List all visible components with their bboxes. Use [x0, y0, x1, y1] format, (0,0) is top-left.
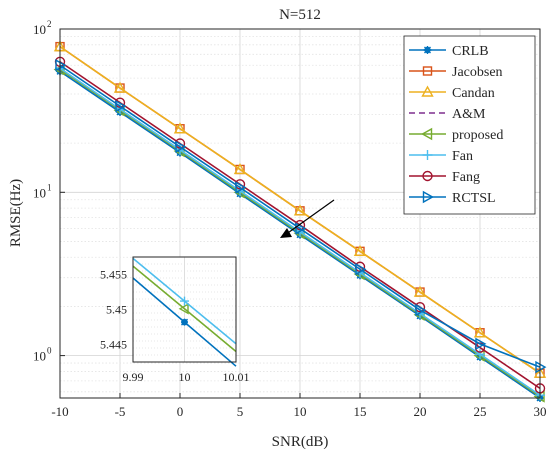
zoom-arrow-head	[280, 228, 292, 238]
x-tick-label-7: 25	[474, 404, 487, 419]
inset-x-tick-label-0: 9.99	[123, 370, 144, 384]
legend-marker-6-shape	[422, 170, 433, 182]
series-7-point-5-shape	[355, 263, 367, 276]
x-tick-label-2: 0	[177, 404, 184, 419]
series-7-point-7-shape	[475, 337, 487, 351]
y-tick-exponent-2: 2	[47, 19, 52, 29]
inset-series-2-point-shape	[180, 296, 189, 306]
x-tick-label-5: 15	[354, 404, 367, 419]
series-line-7	[59, 64, 541, 368]
series-7-point-4	[295, 222, 307, 235]
legend-marker-5	[422, 150, 433, 160]
series-7-point-7	[475, 337, 487, 351]
series-7-point-5	[355, 263, 367, 276]
inset-series	[132, 257, 237, 367]
inset-axis-ticks: 9.99 10 10.01 5.445 5.45 5.455	[100, 268, 250, 385]
series-7-point-3-shape	[235, 181, 247, 194]
series-5-point-7-shape	[475, 349, 485, 360]
x-tick-label-0: -10	[51, 404, 68, 419]
series-7-point-1	[115, 99, 127, 113]
x-tick-label-8: 30	[534, 404, 547, 419]
inset-series-1-point	[178, 303, 189, 315]
series-2-point-6-shape	[413, 285, 427, 297]
series-2-point-2	[173, 122, 187, 134]
inset-y-tick-label-0: 5.445	[100, 338, 127, 352]
inset-frame	[132, 256, 237, 363]
series-7-point-6-shape	[415, 303, 427, 317]
series-5-point-7	[475, 349, 485, 360]
legend-label-1: Jacobsen	[452, 65, 503, 80]
legend-marker-2	[421, 85, 434, 97]
series-2-point-1-shape	[113, 81, 127, 93]
legend-label-6: Fang	[452, 170, 480, 185]
legend-marker-1-shape	[422, 66, 433, 76]
series-7-point-3	[235, 181, 247, 194]
legend-label-7: RCTSL	[452, 191, 496, 206]
x-axis-label: SNR(dB)	[272, 434, 329, 450]
series-2-point-5-shape	[353, 244, 367, 257]
x-tick-label-1: -5	[115, 404, 126, 419]
legend-marker-5-shape	[422, 150, 433, 160]
legend-marker-2-shape	[421, 85, 434, 97]
inset-y-tick-label-1: 5.45	[106, 303, 127, 317]
series-2-point-6	[413, 285, 427, 297]
y-tick-label-1: 10	[33, 185, 46, 200]
inset-y-tick-label-2: 5.455	[100, 268, 127, 282]
series-7-point-6	[415, 303, 427, 317]
series-7-point-4-shape	[295, 222, 307, 235]
y-tick-exponent-1: 1	[47, 182, 52, 192]
series-2-point-4	[293, 204, 307, 216]
legend-marker-0-spokes	[423, 46, 432, 54]
legend-marker-4-shape	[421, 127, 433, 141]
x-tick-label-3: 5	[237, 404, 244, 419]
legend-marker-4	[421, 127, 433, 141]
series-7-point-1-shape	[115, 99, 127, 113]
series-2-point-1	[113, 81, 127, 93]
legend-label-5: Fan	[452, 149, 473, 164]
y-tick-label-2: 10	[33, 22, 46, 37]
chart-title: N=512	[279, 7, 321, 23]
inset-series-line-1	[132, 265, 237, 353]
inset-series-2-point	[180, 296, 189, 306]
series-2-point-7	[473, 326, 487, 338]
inset-series-0-point-spokes	[181, 318, 188, 326]
y-axis-label: RMSE(Hz)	[8, 179, 24, 247]
zoom-arrow	[284, 199, 335, 236]
legend-label-0: CRLB	[452, 44, 489, 59]
series-2-point-4-shape	[293, 204, 307, 216]
legend: CRLB Jacobsen Candan A&M proposed Fan Fang RCTS…	[409, 44, 503, 206]
legend-marker-1	[422, 66, 433, 76]
series-2-point-3-shape	[233, 163, 247, 175]
legend-marker-7-shape	[422, 190, 434, 204]
legend-label-2: Candan	[452, 86, 495, 101]
y-tick-label-0: 10	[33, 349, 46, 364]
legend-box	[403, 35, 536, 215]
series-line-2	[59, 45, 541, 374]
series-7-point-2	[175, 140, 187, 153]
inset-series-1-point-shape	[178, 303, 189, 315]
series-2-point-7-shape	[473, 326, 487, 338]
x-tick-label-6: 20	[414, 404, 427, 419]
inset-x-tick-label-1: 10	[179, 370, 191, 384]
series-2-point-2-shape	[173, 122, 187, 134]
inset-x-tick-label-2: 10.01	[223, 370, 250, 384]
series-7-point-2-shape	[175, 140, 187, 153]
x-tick-label-4: 10	[294, 404, 307, 419]
series-2-point-5	[353, 244, 367, 257]
inset-series-0-point	[181, 318, 188, 326]
series-2-point-3	[233, 163, 247, 175]
legend-marker-6	[422, 170, 433, 182]
y-tick-exponent-0: 0	[47, 346, 52, 356]
legend-label-4: proposed	[452, 128, 503, 143]
legend-label-3: A&M	[452, 107, 486, 122]
legend-marker-0	[423, 46, 432, 54]
legend-marker-7	[422, 190, 434, 204]
